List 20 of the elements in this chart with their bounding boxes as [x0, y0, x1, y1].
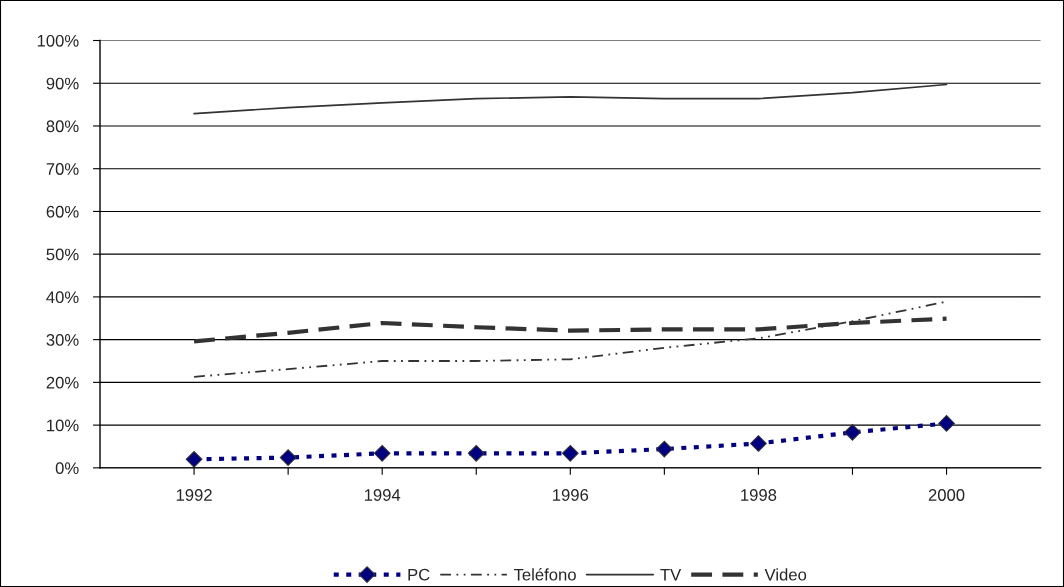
- x-tick-label: 1994: [364, 489, 401, 501]
- y-tick-label: 60%: [46, 205, 79, 218]
- y-tick-label: 90%: [46, 77, 79, 90]
- legend-label: Video: [764, 568, 807, 581]
- x-tick-label: 1996: [553, 489, 589, 501]
- x-tick-label: 2000: [928, 489, 965, 501]
- y-tick-label: 30%: [46, 334, 79, 346]
- y-tick-label: 70%: [46, 163, 79, 175]
- legend-label: TV: [660, 568, 682, 581]
- legend-label: PC: [408, 568, 430, 581]
- y-tick-label: 20%: [46, 376, 79, 389]
- y-tick-label: 0%: [55, 462, 79, 475]
- legend-label: Teléfono: [513, 568, 576, 581]
- x-tick-label: 1992: [176, 489, 212, 501]
- y-tick-label: 10%: [47, 419, 79, 432]
- y-tick-label: 80%: [46, 120, 79, 133]
- y-tick-label: 50%: [46, 248, 79, 261]
- y-tick-label: 100%: [37, 34, 79, 47]
- x-tick-label: 1998: [741, 489, 777, 501]
- y-tick-label: 40%: [46, 291, 79, 304]
